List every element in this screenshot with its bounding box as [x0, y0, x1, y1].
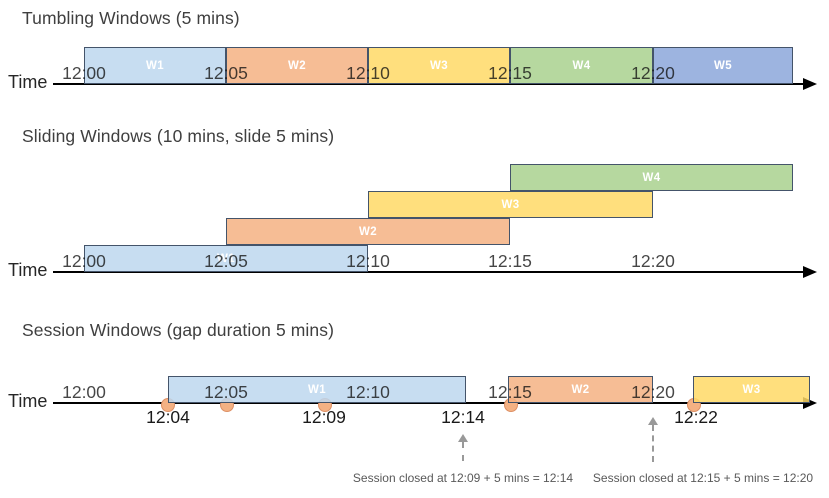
sliding-window-w4: W4	[510, 164, 793, 191]
axis-time-label: Time	[8, 391, 48, 411]
tumbling-window-w3: W3	[368, 47, 510, 84]
tick-label-1210: 12:10	[346, 63, 390, 83]
section-title-sliding: Sliding Windows (10 mins, slide 5 mins)	[22, 126, 335, 146]
event-time-label-1214: 12:14	[441, 407, 485, 427]
timeline-arrowhead	[803, 266, 817, 278]
tick-label-1215: 12:15	[488, 382, 532, 402]
tick-label-1220: 12:20	[631, 251, 675, 271]
tick-label-1210: 12:10	[346, 251, 390, 271]
tumbling-window-w1: W1	[84, 47, 226, 84]
tick-label-1210: 12:10	[346, 382, 390, 402]
window-label: W2	[287, 59, 307, 72]
timeline-axis	[53, 271, 805, 273]
timeline-axis	[53, 402, 805, 404]
tumbling-window-w4: W4	[510, 47, 653, 84]
timeline-arrowhead	[803, 78, 817, 90]
session-window-w3: W3	[693, 376, 810, 403]
window-label: W2	[358, 225, 378, 238]
sliding-window-w2: W2	[226, 218, 510, 245]
section-title-tumbling: Tumbling Windows (5 mins)	[22, 8, 240, 28]
axis-time-label: Time	[8, 72, 48, 92]
axis-time-label: Time	[8, 260, 48, 280]
session-window-w1: W1	[168, 376, 466, 403]
tick-label-1220: 12:20	[631, 382, 675, 402]
tick-label-1215: 12:15	[488, 63, 532, 83]
session-annotation: Session closed at 12:15 + 5 mins = 12:20	[592, 471, 814, 485]
event-time-label-1209: 12:09	[302, 407, 346, 427]
dashed-arrow-head	[458, 434, 468, 442]
window-label: W4	[642, 171, 661, 184]
window-label: W2	[571, 383, 590, 396]
tick-label-1200: 12:00	[62, 382, 106, 402]
tick-label-1205: 12:05	[204, 251, 248, 271]
dashed-arrow-line	[462, 442, 464, 461]
section-title-session: Session Windows (gap duration 5 mins)	[22, 320, 335, 340]
session-annotation: Session closed at 12:09 + 5 mins = 12:14	[352, 471, 574, 485]
window-label: W1	[216, 252, 236, 265]
tick-label-1200: 12:00	[62, 63, 106, 83]
tumbling-window-w2: W2	[226, 47, 368, 84]
window-label: W1	[145, 59, 165, 72]
tick-label-1215: 12:15	[488, 251, 532, 271]
event-time-label-1204: 12:04	[146, 407, 190, 427]
sliding-window-w1: W1	[84, 245, 368, 272]
dashed-arrow-head	[648, 417, 658, 425]
tick-label-1205: 12:05	[204, 63, 248, 83]
window-label: W5	[713, 59, 733, 72]
window-label: W3	[742, 383, 761, 396]
session-window-w2: W2	[508, 376, 653, 403]
tick-label-1205: 12:05	[204, 382, 248, 402]
window-label: W3	[501, 198, 520, 211]
timeline-axis	[53, 83, 805, 85]
tumbling-window-w5: W5	[653, 47, 793, 84]
sliding-window-w3: W3	[368, 191, 653, 218]
window-label: W1	[307, 383, 327, 396]
dashed-arrow-line	[652, 425, 654, 462]
window-label: W3	[429, 59, 449, 72]
event-time-label-1222: 12:22	[674, 407, 718, 427]
window-label: W4	[572, 59, 591, 72]
tick-label-1200: 12:00	[62, 251, 106, 271]
tick-label-1220: 12:20	[631, 63, 675, 83]
